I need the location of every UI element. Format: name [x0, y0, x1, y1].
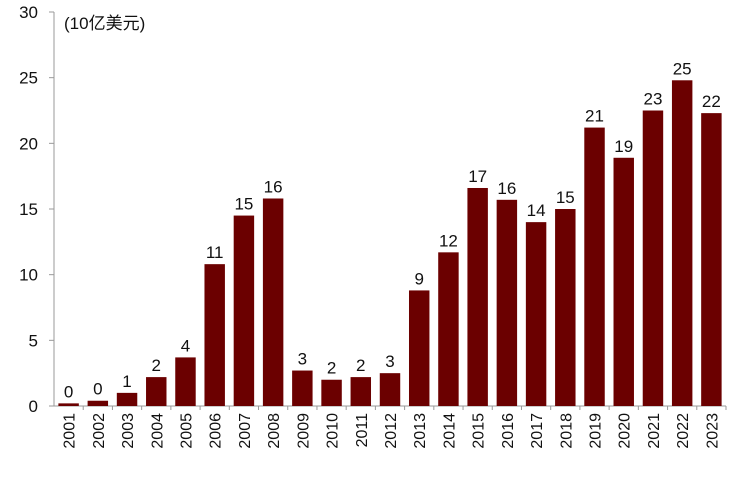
x-tick-label: 2021	[646, 413, 663, 449]
x-tick-label: 2012	[383, 413, 400, 449]
data-label: 15	[556, 188, 575, 207]
y-tick-label: 0	[29, 397, 38, 416]
x-tick-label: 2014	[441, 413, 458, 449]
x-tick-label: 2015	[471, 413, 488, 449]
x-tick-label: 2022	[675, 413, 692, 449]
bar	[584, 127, 605, 406]
x-tick-label: 2003	[120, 413, 137, 449]
x-tick-label: 2010	[325, 413, 342, 449]
bar	[701, 113, 722, 407]
x-tick-label: 2005	[178, 413, 195, 449]
x-tick-label: 2017	[529, 413, 546, 449]
y-tick-label: 5	[29, 331, 38, 350]
x-tick-label: 2001	[62, 413, 79, 449]
bar	[204, 264, 225, 406]
bar	[555, 209, 576, 406]
bar	[671, 80, 693, 406]
data-label: 0	[93, 380, 102, 399]
bar	[292, 370, 313, 406]
data-label: 3	[385, 352, 394, 371]
data-label: 17	[468, 167, 487, 186]
x-tick-label: 2020	[617, 413, 634, 449]
x-tick-label: 2007	[237, 413, 254, 449]
x-tick-label: 2009	[295, 413, 312, 449]
bar	[116, 392, 138, 406]
data-label: 9	[414, 269, 423, 288]
bar	[496, 199, 518, 406]
bar	[408, 290, 430, 406]
bar	[438, 252, 459, 406]
data-label: 21	[585, 107, 604, 126]
data-label: 14	[527, 201, 546, 220]
bar	[379, 373, 401, 406]
x-tick-label: 2019	[588, 413, 605, 449]
bar	[613, 157, 634, 406]
bar	[87, 400, 109, 406]
data-label: 3	[298, 350, 307, 369]
y-tick-label: 15	[19, 200, 38, 219]
data-label: 11	[206, 243, 224, 262]
bar	[321, 379, 342, 406]
data-label: 1	[122, 372, 131, 391]
bar	[175, 357, 196, 406]
data-label: 4	[181, 336, 190, 355]
y-tick-label: 10	[19, 266, 38, 285]
y-tick-label: 25	[19, 69, 38, 88]
data-label: 16	[264, 177, 283, 196]
bar	[350, 377, 372, 406]
bar	[262, 198, 284, 406]
data-label: 2	[356, 356, 365, 375]
x-tick-label: 2011	[354, 413, 371, 448]
bar	[146, 377, 167, 406]
data-label: 19	[614, 137, 633, 156]
x-tick-label: 2013	[412, 413, 429, 449]
y-tick-label: 20	[19, 134, 38, 153]
x-tick-label: 2018	[558, 413, 575, 449]
x-tick-label: 2004	[149, 413, 166, 449]
data-label: 23	[643, 90, 662, 109]
data-label: 16	[497, 179, 516, 198]
bar	[58, 403, 79, 406]
bar	[467, 187, 488, 406]
data-label: 2	[152, 356, 161, 375]
bar	[233, 215, 255, 406]
data-label: 22	[702, 92, 721, 111]
data-label: 25	[673, 59, 692, 78]
unit-label: (10亿美元)	[64, 14, 146, 33]
x-tick-label: 2008	[266, 413, 283, 449]
y-tick-label: 30	[19, 3, 38, 22]
data-label: 15	[234, 195, 253, 214]
data-label: 2	[327, 359, 336, 378]
x-tick-label: 2016	[500, 413, 517, 449]
data-label: 12	[439, 231, 458, 250]
x-tick-label: 2023	[704, 413, 721, 449]
x-tick-label: 2002	[91, 413, 108, 449]
x-tick-label: 2006	[208, 413, 225, 449]
bar	[642, 110, 664, 406]
data-label: 0	[64, 382, 73, 401]
bar	[525, 222, 547, 406]
